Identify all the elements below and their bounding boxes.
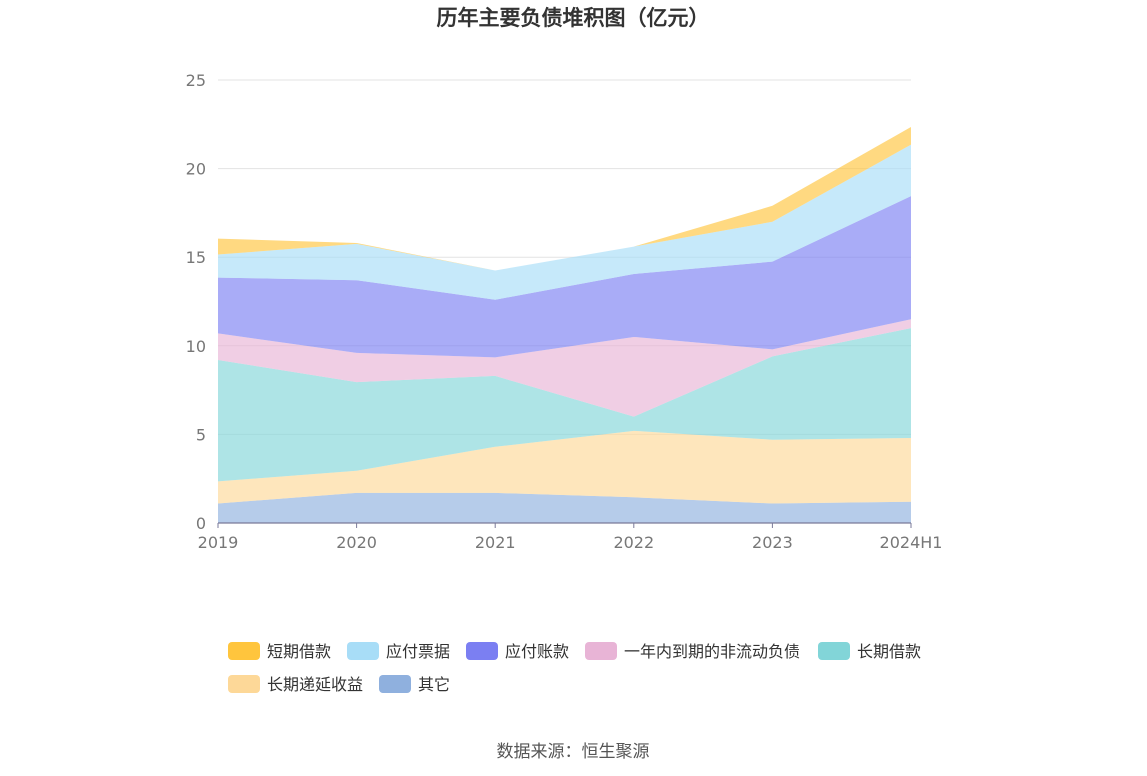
legend-item[interactable]: 其它 [379, 675, 450, 694]
legend-swatch [228, 642, 260, 660]
area-series-0 [218, 492, 911, 523]
legend-item[interactable]: 长期借款 [818, 642, 921, 661]
x-tick-label: 2019 [198, 533, 239, 552]
area-series-2 [218, 328, 911, 482]
legend-item[interactable]: 一年内到期的非流动负债 [585, 642, 800, 661]
area-series-1 [218, 430, 911, 504]
legend-item[interactable]: 应付票据 [347, 642, 450, 661]
legend-label: 应付账款 [505, 642, 569, 661]
area-series [218, 126, 911, 523]
area-series-3 [218, 319, 911, 417]
x-tick-label: 2024H1 [880, 533, 943, 552]
legend-label: 一年内到期的非流动负债 [624, 642, 800, 661]
y-tick-label: 0 [196, 514, 206, 533]
legend-label: 短期借款 [267, 642, 331, 661]
legend-swatch [379, 675, 411, 693]
legend-item[interactable]: 短期借款 [228, 642, 331, 661]
x-tick-label: 2023 [752, 533, 793, 552]
y-tick-label: 15 [186, 248, 206, 267]
y-tick-label: 5 [196, 425, 206, 444]
legend-swatch [228, 675, 260, 693]
legend-swatch [347, 642, 379, 660]
legend-item[interactable]: 应付账款 [466, 642, 569, 661]
y-tick-label: 10 [186, 337, 206, 356]
legend-swatch [585, 642, 617, 660]
legend-item[interactable]: 长期递延收益 [228, 675, 363, 694]
legend-label: 其它 [418, 675, 450, 694]
legend-label: 长期借款 [857, 642, 921, 661]
area-series-4 [218, 196, 911, 358]
y-tick-label: 20 [186, 160, 206, 179]
legend-swatch [466, 642, 498, 660]
x-tick-label: 2021 [475, 533, 516, 552]
x-tick-label: 2020 [336, 533, 377, 552]
legend-swatch [818, 642, 850, 660]
chart-title: 历年主要负债堆积图（亿元） [437, 6, 710, 30]
data-source-label: 数据来源：恒生聚源 [497, 742, 650, 762]
legend-label: 长期递延收益 [267, 675, 363, 694]
area-series-5 [218, 144, 911, 300]
x-tick-label: 2022 [613, 533, 654, 552]
axes: 0 5 10 15 20 25 2019 2020 2021 2022 2023 2024H1 [186, 71, 943, 552]
y-tick-label: 25 [186, 71, 206, 90]
legend-label: 应付票据 [386, 642, 450, 661]
